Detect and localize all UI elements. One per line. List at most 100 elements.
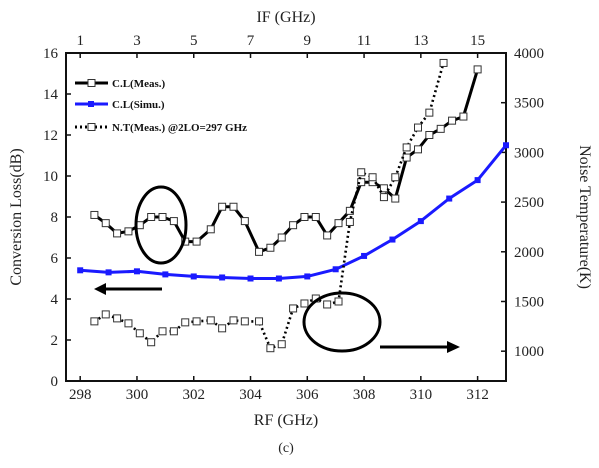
data-point — [147, 338, 156, 347]
data-point — [277, 340, 286, 349]
data-point — [192, 317, 201, 326]
data-point — [158, 327, 167, 336]
y-left-tick-label: 16 — [43, 46, 59, 62]
data-point — [300, 299, 309, 308]
data-point — [240, 317, 249, 326]
x-top-tick-label: 15 — [470, 33, 485, 49]
data-point — [158, 213, 167, 221]
series-n-t-meas — [90, 58, 448, 353]
y-left-tick-label: 14 — [43, 87, 59, 103]
legend-label-cl-simu: C.L(Simu.) — [112, 99, 165, 111]
y-left-axis-title: Conversion Loss(dB) — [8, 148, 25, 285]
x-bottom-axis-title: RF (GHz) — [254, 412, 318, 429]
data-point — [255, 317, 264, 326]
x-bottom-tick-label: 306 — [296, 387, 319, 403]
y-right-tick-label: 2000 — [514, 245, 544, 261]
series-c-l-meas — [90, 65, 482, 256]
data-point — [332, 266, 339, 273]
data-point — [389, 236, 396, 243]
y-right-tick-label: 1500 — [514, 294, 544, 310]
data-point — [266, 344, 275, 353]
data-point — [90, 317, 99, 326]
annotations — [94, 185, 460, 353]
data-point — [446, 195, 453, 202]
y-right-tick-label: 3500 — [514, 96, 544, 112]
data-point — [425, 108, 434, 117]
data-point — [90, 210, 99, 219]
legend-marker-cl-meas — [87, 79, 96, 87]
data-point — [219, 274, 226, 281]
data-point — [147, 213, 156, 221]
data-point — [229, 202, 238, 211]
data-point — [448, 116, 457, 125]
data-point — [459, 112, 468, 121]
data-point — [311, 213, 320, 221]
data-point — [300, 213, 309, 221]
data-point — [304, 273, 311, 280]
data-point — [402, 143, 411, 152]
legend: C.L(Meas.) C.L(Simu.) N.T(Meas.) @2LO=29… — [75, 78, 247, 134]
annotation-ellipse-cl — [134, 185, 188, 265]
data-point — [345, 217, 354, 226]
data-point — [206, 225, 215, 234]
data-point — [133, 268, 140, 275]
data-point — [266, 243, 275, 252]
y-left-tick-label: 0 — [51, 374, 59, 390]
data-point — [402, 153, 411, 162]
data-point — [206, 316, 215, 325]
data-point — [277, 233, 286, 242]
y-right-tick-label: 3000 — [514, 145, 544, 161]
x-top-tick-label: 1 — [76, 33, 84, 49]
data-point — [503, 142, 509, 149]
y-left-tick-label: 6 — [51, 251, 59, 267]
data-point — [334, 297, 343, 306]
data-point — [218, 324, 227, 333]
data-point — [275, 275, 282, 282]
y-left-tick-label: 8 — [51, 210, 59, 226]
data-point — [255, 247, 264, 256]
x-bottom-tick-label: 308 — [353, 387, 376, 403]
y-left-tick-label: 2 — [51, 333, 59, 349]
data-point — [247, 275, 254, 282]
series-layer — [77, 58, 509, 353]
data-point — [379, 193, 388, 202]
data-point — [124, 319, 133, 328]
y-left-tick-label: 10 — [43, 169, 58, 185]
data-point — [391, 173, 400, 182]
data-point — [181, 318, 190, 327]
legend-label-nt-meas: N.T(Meas.) @2LO=297 GHz — [112, 122, 247, 134]
x-bottom-tick-label: 298 — [69, 387, 92, 403]
annotation-arrowhead-left — [94, 283, 106, 295]
data-point — [361, 252, 368, 259]
data-point — [192, 237, 201, 246]
data-point — [323, 231, 332, 240]
data-point — [169, 217, 178, 226]
data-point — [162, 271, 169, 278]
data-point — [425, 131, 434, 139]
data-point — [334, 219, 343, 228]
data-point — [289, 221, 298, 230]
legend-label-cl-meas: C.L(Meas.) — [112, 78, 165, 90]
data-point — [357, 168, 366, 177]
x-bottom-tick-label: 310 — [410, 387, 433, 403]
data-point — [289, 304, 298, 313]
data-point — [229, 316, 238, 325]
data-point — [414, 145, 422, 154]
data-point — [101, 219, 110, 228]
x-top-tick-label: 13 — [413, 33, 428, 49]
x-bottom-tick-label: 312 — [466, 387, 489, 403]
data-point — [240, 217, 249, 226]
x-bottom-tick-label: 304 — [239, 387, 262, 403]
data-point — [113, 229, 122, 238]
data-point — [77, 267, 84, 274]
data-point — [113, 314, 122, 323]
figure-caption: (c) — [278, 441, 294, 456]
data-point — [105, 269, 112, 276]
x-bottom-tick-label: 300 — [126, 387, 149, 403]
data-point — [135, 329, 144, 338]
y-left-tick-label: 12 — [43, 128, 58, 144]
data-point — [379, 184, 388, 193]
data-point — [473, 65, 482, 74]
